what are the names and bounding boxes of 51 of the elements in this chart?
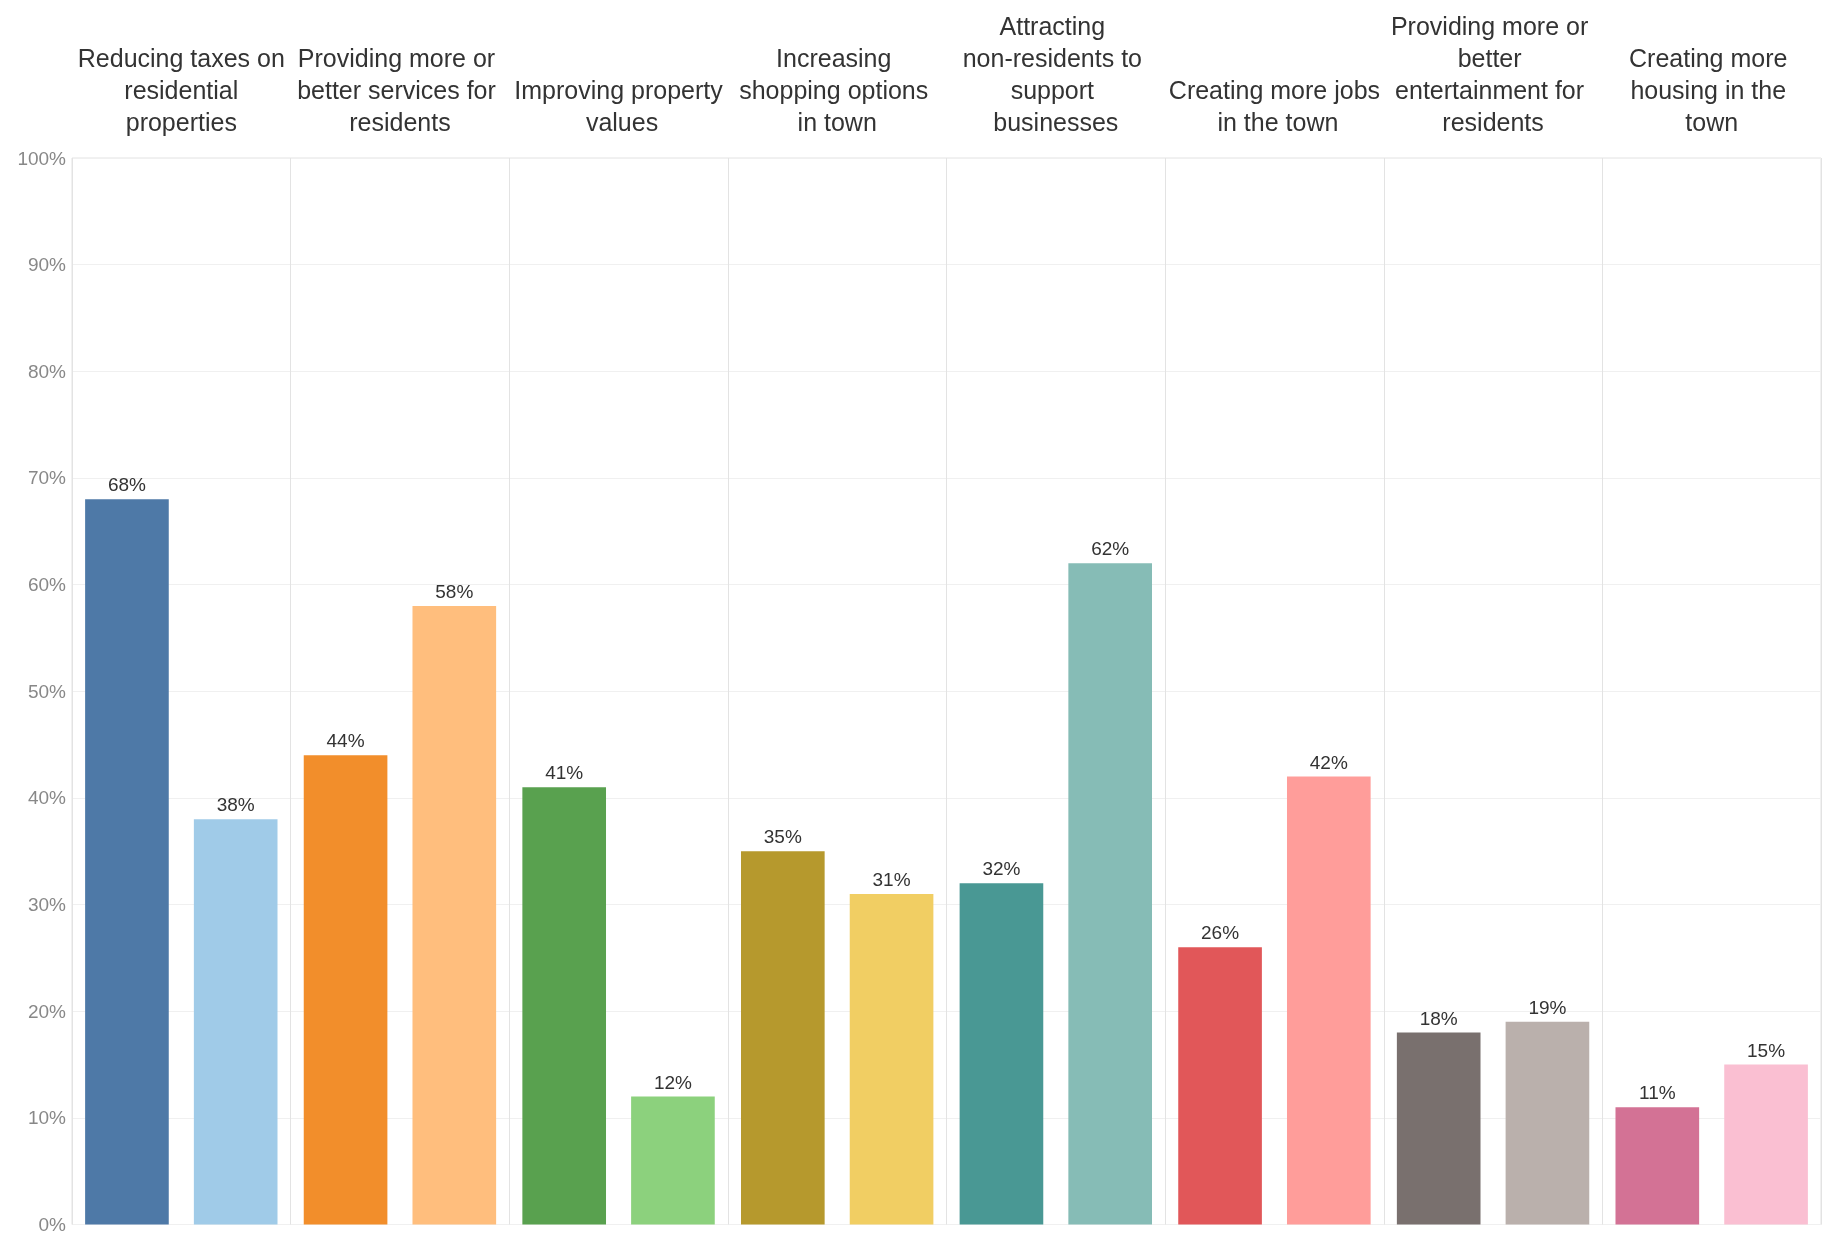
y-tick-label: 50% <box>27 680 67 702</box>
y-tick-label: 10% <box>27 1107 67 1129</box>
bar <box>85 499 169 1225</box>
x-tick-label: Reducing taxes on residential properties <box>77 44 285 136</box>
y-tick-label: 80% <box>27 360 67 382</box>
bar <box>412 605 497 1225</box>
bar <box>1615 1107 1700 1225</box>
data-label: 44% <box>326 730 365 752</box>
bar <box>1724 1064 1808 1225</box>
data-label: 32% <box>982 858 1021 880</box>
bar <box>849 893 934 1225</box>
x-tick-label: Creating more housing in the town <box>1629 44 1795 136</box>
data-label: 26% <box>1201 922 1240 944</box>
x-tick-label: Providing more or better services for residents <box>297 44 503 136</box>
bar <box>959 883 1044 1225</box>
data-label: 58% <box>435 580 474 602</box>
data-label: 41% <box>545 762 584 784</box>
y-tick-label: 90% <box>27 254 67 276</box>
bar <box>1286 776 1371 1225</box>
data-label: 19% <box>1528 996 1567 1018</box>
y-tick-label: 70% <box>27 467 67 489</box>
bar <box>303 755 388 1225</box>
data-label: 68% <box>107 474 147 496</box>
y-tick-label: 20% <box>27 1000 67 1022</box>
bar <box>1505 1021 1590 1225</box>
data-label: 38% <box>216 794 255 816</box>
x-tick-label: Increasing shopping options in town <box>739 44 936 136</box>
data-label: 62% <box>1091 538 1130 560</box>
data-label: 12% <box>653 1071 693 1093</box>
x-tick-label: Improving property values <box>514 76 724 136</box>
data-label: 42% <box>1309 751 1348 773</box>
x-tick-label: Attracting non-residents to support businesses <box>962 12 1149 136</box>
y-tick-label: 100% <box>17 147 67 169</box>
x-tick-label: Providing more or better entertainment for residents <box>1390 12 1596 136</box>
x-tick-label: Creating more jobs in the town <box>1168 76 1381 136</box>
bar <box>1178 947 1262 1225</box>
y-tick-label: 30% <box>27 894 67 916</box>
data-label: 31% <box>872 868 911 890</box>
data-label: 15% <box>1747 1039 1786 1061</box>
bar <box>1396 1032 1481 1225</box>
y-tick-label: 0% <box>38 1214 67 1235</box>
bar <box>740 851 825 1225</box>
bar <box>522 787 607 1225</box>
data-label: 11% <box>1639 1082 1676 1104</box>
data-label: 35% <box>763 826 802 848</box>
bar <box>1068 563 1153 1225</box>
y-tick-label: 60% <box>27 574 67 596</box>
data-label: 18% <box>1419 1007 1458 1029</box>
bar <box>631 1096 715 1225</box>
bar <box>193 819 278 1225</box>
y-tick-label: 40% <box>27 787 67 809</box>
